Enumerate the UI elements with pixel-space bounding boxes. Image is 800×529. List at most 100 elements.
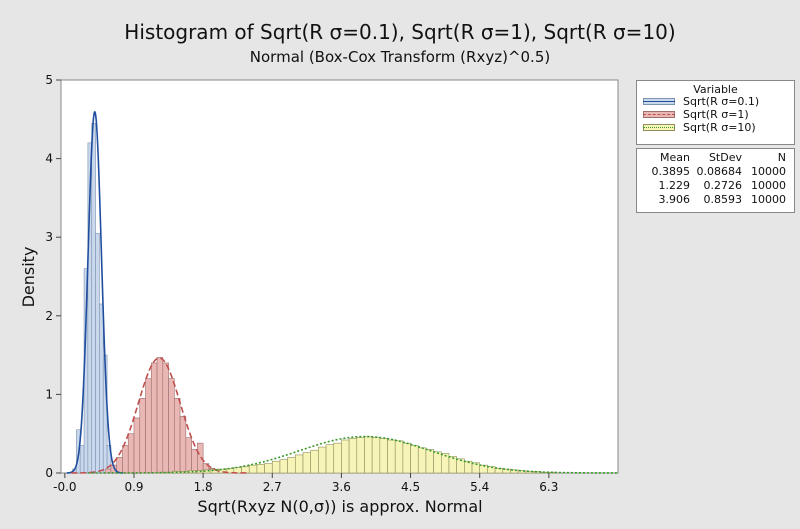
histogram-bar bbox=[356, 437, 365, 474]
histogram-bar bbox=[248, 464, 258, 474]
histogram-bar bbox=[185, 437, 192, 474]
y-tick-label: 3 bbox=[45, 230, 53, 244]
y-tick-label: 2 bbox=[45, 309, 53, 323]
histogram-bar bbox=[325, 444, 335, 474]
histogram-bar bbox=[318, 446, 327, 474]
histogram-bar bbox=[150, 362, 158, 474]
histogram-bar bbox=[271, 460, 281, 474]
stats-header-mean: Mean bbox=[660, 151, 690, 164]
stats-cell: 10000 bbox=[751, 165, 786, 178]
histogram-bar bbox=[287, 456, 296, 474]
histogram-bar bbox=[168, 378, 175, 474]
histogram-bar bbox=[341, 439, 350, 474]
histogram-bar bbox=[241, 466, 250, 474]
histogram-bar bbox=[494, 467, 504, 474]
histogram-bar bbox=[191, 449, 198, 474]
histogram-bar bbox=[145, 378, 152, 474]
histogram-bar bbox=[99, 303, 104, 474]
x-tick-label: 2.7 bbox=[263, 480, 282, 494]
fitted-normal-curve bbox=[71, 357, 248, 474]
histogram-bar bbox=[425, 449, 434, 474]
histogram-bar bbox=[310, 449, 319, 474]
histogram-bar bbox=[379, 438, 388, 474]
histogram-bar bbox=[264, 463, 273, 474]
x-axis-label: Sqrt(Rxyz N(0,σ)) is approx. Normal bbox=[197, 497, 482, 516]
stats-row: 0.3895 0.08684 10000 bbox=[643, 165, 789, 179]
axes: 0 1 2 3 4 5 -0.0 0.9 1.8 2.7 3.6 4.5 5.4 6.3 bbox=[45, 73, 558, 494]
histogram-bar bbox=[371, 437, 381, 474]
stats-cell: 0.8593 bbox=[703, 193, 743, 206]
x-tick-label: 4.5 bbox=[401, 480, 420, 494]
y-tick-label: 1 bbox=[45, 387, 53, 401]
chart-title: Histogram of Sqrt(R σ=0.1), Sqrt(R σ=1),… bbox=[124, 20, 676, 44]
stats-header-row: Mean StDev N bbox=[643, 151, 789, 165]
fitted-curves bbox=[66, 110, 619, 474]
histogram-bar bbox=[79, 445, 85, 474]
histogram-bar bbox=[156, 357, 164, 474]
legend: Variable Sqrt(R σ=0.1) Sqrt(R σ=1) Sqrt(… bbox=[636, 80, 795, 145]
x-tick-label: 5.4 bbox=[470, 480, 489, 494]
legend-label: Sqrt(R σ=1) bbox=[683, 108, 749, 121]
stats-table-box: Mean StDev N 0.3895 0.08684 10000 1.229 … bbox=[636, 148, 795, 213]
y-axis-label: Density bbox=[19, 247, 38, 308]
histogram-bar bbox=[179, 416, 187, 474]
stats-row: 1.229 0.2726 10000 bbox=[643, 179, 789, 193]
histogram-bar bbox=[387, 439, 396, 474]
histogram-bar bbox=[95, 232, 100, 474]
legend-item-sigma-1: Sqrt(R σ=1) bbox=[637, 108, 794, 122]
histogram-bar bbox=[122, 445, 129, 474]
histogram-bar bbox=[174, 398, 181, 474]
fitted-normal-curve bbox=[66, 110, 123, 474]
legend-title: Variable bbox=[693, 83, 738, 96]
x-tick-label: 0.9 bbox=[124, 480, 143, 494]
histogram-bar bbox=[348, 438, 358, 474]
histogram-bar bbox=[402, 442, 411, 474]
histogram-bar bbox=[279, 459, 288, 474]
legend-item-sigma-0-1: Sqrt(R σ=0.1) bbox=[637, 95, 794, 109]
histogram-bar bbox=[410, 445, 419, 474]
chart-subtitle: Normal (Box-Cox Transform (Rxyz)^0.5) bbox=[249, 48, 551, 66]
legend-label: Sqrt(R σ=0.1) bbox=[683, 95, 760, 108]
x-tick-label: 3.6 bbox=[332, 480, 351, 494]
histogram-bars bbox=[72, 122, 557, 474]
histogram-bar bbox=[162, 362, 169, 474]
histogram-bar bbox=[448, 456, 457, 474]
stats-table: Mean StDev N 0.3895 0.08684 10000 1.229 … bbox=[643, 151, 789, 207]
legend-line-solid bbox=[643, 101, 675, 102]
x-tick-label: 6.3 bbox=[539, 480, 558, 494]
stats-cell: 1.229 bbox=[658, 179, 691, 192]
histogram-bar bbox=[133, 417, 141, 474]
stats-header-stdev: StDev bbox=[708, 151, 742, 164]
y-tick-label: 5 bbox=[45, 73, 53, 87]
stats-row: 3.906 0.8593 10000 bbox=[643, 193, 789, 207]
legend-item-sigma-10: Sqrt(R σ=10) bbox=[637, 121, 794, 135]
histogram-bar bbox=[139, 398, 146, 474]
histogram-bar bbox=[295, 454, 304, 474]
histogram-bar bbox=[256, 464, 265, 474]
stats-cell: 0.3895 bbox=[651, 165, 691, 178]
stats-cell: 3.906 bbox=[658, 193, 691, 206]
histogram-bar bbox=[302, 452, 311, 474]
legend-line-dotted bbox=[643, 127, 675, 128]
y-tick-label: 0 bbox=[45, 466, 53, 480]
histogram-bar bbox=[394, 440, 404, 474]
stats-cell: 0.08684 bbox=[696, 165, 743, 178]
legend-label: Sqrt(R σ=10) bbox=[683, 121, 756, 134]
x-tick-label: 1.8 bbox=[194, 480, 213, 494]
y-tick-label: 4 bbox=[45, 152, 53, 166]
x-tick-label: -0.0 bbox=[53, 480, 76, 494]
histogram-bar bbox=[116, 456, 123, 474]
stats-header-n: N bbox=[777, 151, 786, 164]
histogram-bar bbox=[364, 436, 373, 474]
fitted-normal-curve bbox=[87, 435, 619, 474]
histogram-bar bbox=[127, 433, 135, 474]
histogram-bar bbox=[417, 447, 427, 474]
legend-line-dashed bbox=[643, 114, 675, 115]
histogram-bar bbox=[91, 122, 96, 474]
histogram-bar bbox=[433, 451, 442, 474]
histogram-bar bbox=[333, 442, 342, 474]
stats-cell: 0.2726 bbox=[703, 179, 743, 192]
stats-cell: 10000 bbox=[751, 193, 786, 206]
stats-cell: 10000 bbox=[751, 179, 786, 192]
